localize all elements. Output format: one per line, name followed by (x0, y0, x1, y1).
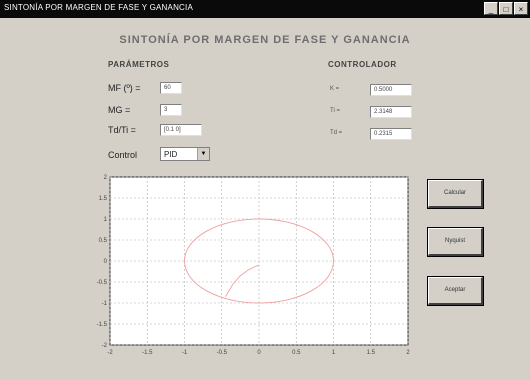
page-heading: SINTONÍA POR MARGEN DE FASE Y GANANCIA (119, 34, 411, 46)
x-tick-label: 0 (257, 350, 261, 356)
td-ti-field[interactable]: [0.1 0] (160, 124, 202, 136)
td-ti-label: Td/Ti = (108, 125, 136, 135)
x-tick-label: -1.5 (142, 350, 153, 356)
x-tick-label: 1 (332, 350, 336, 356)
x-tick-label: 0.5 (292, 350, 301, 356)
y-axis-ticks: 2 1.5 1 0.5 0 -0.5 -1 -1.5 -2 (97, 175, 108, 349)
control-select-value: PID (164, 150, 178, 159)
aceptar-button[interactable]: Aceptar (427, 276, 484, 306)
parametros-title: PARÁMETROS (108, 60, 170, 69)
plot-grid (109, 176, 409, 346)
mg-field[interactable]: 3 (160, 104, 182, 116)
calcular-button[interactable]: Calcular (427, 179, 484, 209)
window-title: SINTONÍA POR MARGEN DE FASE Y GANANCIA (4, 3, 193, 12)
x-tick-label: -0.5 (217, 350, 228, 356)
chevron-down-icon[interactable]: ▼ (197, 148, 209, 160)
minimize-button[interactable]: _ (484, 2, 498, 15)
y-tick-label: 1 (104, 217, 108, 223)
x-tick-label: 2 (406, 350, 410, 356)
y-tick-label: -2 (102, 343, 108, 349)
y-tick-label: 0 (104, 259, 108, 265)
y-tick-label: -1 (102, 301, 108, 307)
y-tick-label: 0.5 (99, 238, 108, 244)
x-tick-label: 1.5 (367, 350, 376, 356)
unit-circle-curve (184, 218, 334, 304)
nyquist-curve (225, 264, 260, 297)
y-tick-label: 1.5 (99, 196, 108, 202)
close-button[interactable]: × (514, 2, 528, 15)
controlador-title: CONTROLADOR (328, 60, 397, 69)
x-tick-label: -2 (107, 350, 113, 356)
td-label: Td = (330, 130, 343, 136)
y-tick-label: -0.5 (97, 280, 108, 286)
mg-label: MG = (108, 105, 131, 115)
ti-label: Ti = (330, 108, 340, 114)
td-field: 0.2315 (370, 128, 412, 140)
x-axis-ticks: -2 -1.5 -1 -0.5 0 0.5 1 1.5 2 (107, 350, 410, 356)
title-bar: SINTONÍA POR MARGEN DE FASE Y GANANCIA _… (0, 0, 530, 18)
k-label: K = (330, 86, 340, 92)
control-select[interactable]: PID ▼ (160, 147, 210, 161)
ti-field: 2.3148 (370, 106, 412, 118)
nyquist-button[interactable]: Nyquist (427, 227, 484, 257)
y-tick-label: -1.5 (97, 322, 108, 328)
control-label: Control (108, 150, 138, 160)
mf-field[interactable]: 60 (160, 82, 182, 94)
mf-label: MF (º) = (108, 83, 141, 93)
plot-series (184, 218, 334, 304)
y-tick-label: 2 (104, 175, 108, 181)
x-tick-label: -1 (182, 350, 188, 356)
k-field: 0.5000 (370, 84, 412, 96)
maximize-button[interactable]: □ (499, 2, 513, 15)
